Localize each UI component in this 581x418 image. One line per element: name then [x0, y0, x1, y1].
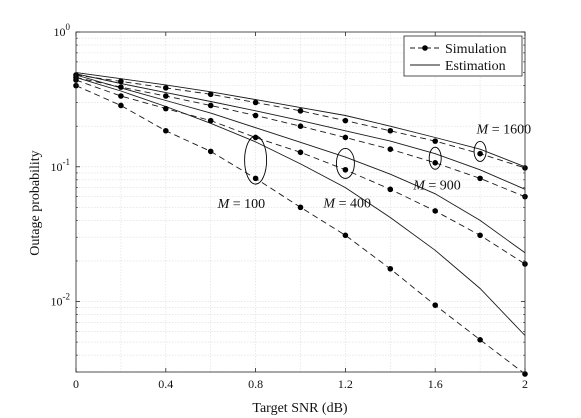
simulation-line-m1600 [75, 74, 526, 169]
group-label-variable: M [476, 122, 490, 137]
simulation-point-m100 [387, 265, 394, 272]
simulation-point-m1600 [163, 85, 169, 91]
x-tick-label: 0.4 [158, 377, 173, 391]
group-label-m100: M = 100 [217, 197, 266, 212]
legend: Simulation Estimation [403, 35, 523, 77]
simulation-point-m900 [252, 112, 259, 119]
legend-label-simulation: Simulation [445, 42, 506, 57]
simulation-point-m1600 [297, 108, 304, 114]
simulation-point-m100 [252, 175, 259, 182]
simulation-point-m900 [477, 175, 483, 182]
simulation-point-m400 [477, 232, 483, 239]
y-tick-label: 100 [54, 22, 71, 39]
x-tick-label: 2 [522, 377, 528, 391]
x-tick-label: 0.8 [248, 377, 263, 391]
simulation-point-m400 [342, 166, 349, 173]
group-label-value: = 400 [335, 196, 371, 211]
estimation-line-m100 [75, 76, 526, 336]
legend-label-estimation: Estimation [445, 59, 506, 74]
group-label-m1600: M = 1600 [476, 122, 532, 137]
group-label-variable: M [217, 197, 231, 212]
legend-marker-simulation [422, 45, 428, 51]
y-tick-label-base: 10 [54, 25, 66, 39]
group-label-variable: M [412, 178, 426, 193]
simulation-point-m1600 [387, 127, 394, 134]
simulation-point-m1600 [207, 91, 214, 98]
simulation-point-m1600 [252, 99, 259, 106]
simulation-point-m900 [387, 146, 394, 153]
group-ellipse-m900 [428, 146, 442, 170]
simulation-point-m400 [387, 186, 394, 193]
y-tick-label: 10-2 [51, 292, 71, 309]
simulation-point-m400 [432, 208, 439, 214]
simulation-point-m100 [118, 102, 124, 109]
simulation-point-m400 [118, 93, 124, 99]
simulation-point-m400 [207, 117, 214, 124]
group-label-value: = 1600 [488, 122, 531, 137]
x-axis-title: Target SNR (dB) [252, 401, 348, 416]
estimation-line-m900 [75, 73, 526, 190]
simulation-point-m1600 [118, 78, 124, 85]
y-axis-title: Outage probability [28, 150, 43, 255]
plot-frame [75, 31, 526, 373]
y-tick-label-exponent: -1 [63, 157, 71, 167]
simulation-point-m1600 [477, 150, 483, 157]
simulation-point-m1600 [342, 117, 349, 124]
simulation-point-m900 [163, 93, 169, 99]
simulation-line-m900 [75, 76, 526, 198]
series-layer [73, 72, 528, 377]
y-tick-label-base: 10 [51, 160, 63, 174]
simulation-point-m900 [432, 160, 439, 166]
simulation-point-m100 [163, 127, 169, 134]
group-ellipse-m100 [244, 135, 268, 185]
y-tick-label: 10-1 [51, 157, 71, 174]
group-ellipse-m400 [335, 147, 355, 179]
x-tick-label: 0 [73, 377, 79, 391]
legend-box [403, 35, 523, 77]
y-tick-label-exponent: -2 [63, 292, 71, 302]
simulation-point-m900 [297, 123, 304, 129]
simulation-point-m100 [477, 337, 483, 343]
simulation-point-m400 [163, 105, 169, 112]
simulation-point-m100 [207, 148, 214, 155]
simulation-point-m100 [432, 302, 439, 308]
simulation-point-m400 [297, 149, 304, 156]
simulation-point-m1600 [432, 138, 439, 144]
group-label-value: = 900 [425, 178, 461, 193]
group-label-value: = 100 [229, 197, 265, 212]
simulation-point-m900 [118, 84, 124, 90]
group-label-m400: M = 400 [322, 196, 371, 211]
group-ellipse-m1600 [473, 141, 487, 162]
estimation-line-m400 [75, 74, 526, 254]
x-tick-label: 1.2 [338, 377, 353, 391]
estimation-line-m1600 [75, 72, 526, 168]
group-label-variable: M [322, 196, 336, 211]
group-label-m900: M = 900 [412, 178, 461, 193]
simulation-point-m900 [207, 102, 214, 109]
y-tick-label-base: 10 [51, 295, 63, 309]
simulation-point-m900 [342, 134, 349, 141]
y-tick-label-exponent: 0 [66, 22, 71, 32]
simulation-point-m400 [252, 134, 259, 141]
simulation-point-m100 [297, 204, 304, 211]
simulation-point-m100 [522, 371, 528, 377]
simulation-point-m100 [342, 232, 349, 239]
x-tick-label: 1.6 [428, 377, 443, 391]
